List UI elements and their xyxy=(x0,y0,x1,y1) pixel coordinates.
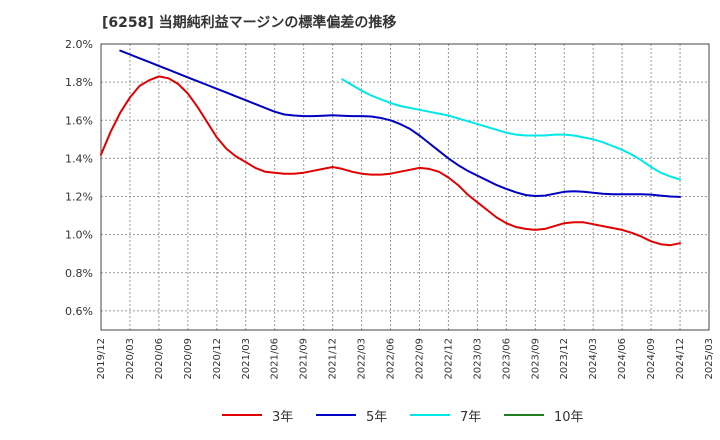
plot-frame xyxy=(100,43,710,331)
series-layer xyxy=(100,49,681,247)
x-tick-label: 2024/09 xyxy=(646,338,657,380)
legend-label: 7年 xyxy=(460,409,482,425)
legend-swatch xyxy=(316,414,356,416)
y-axis: 2.0% 1.8% 1.6% 1.4% 1.2% 1.0% 0.8% 0.6% xyxy=(65,38,93,318)
x-tick-label: 2021/09 xyxy=(299,338,310,380)
legend-item: 5年 xyxy=(316,406,388,425)
y-tick-label: 1.6% xyxy=(65,114,93,127)
x-tick-label: 2020/12 xyxy=(212,338,223,380)
legend-swatch xyxy=(222,414,262,416)
x-tick-label: 2025/03 xyxy=(704,338,715,380)
y-tick-label: 1.4% xyxy=(65,152,93,165)
x-tick-label: 2024/12 xyxy=(675,338,686,380)
x-tick-label: 2020/06 xyxy=(154,338,165,380)
y-tick-label: 0.8% xyxy=(65,267,93,280)
legend-label: 3年 xyxy=(272,409,294,425)
x-tick-label: 2022/09 xyxy=(414,338,425,380)
x-tick-label: 2022/06 xyxy=(386,338,397,380)
x-tick-label: 2019/12 xyxy=(96,338,107,380)
y-tick-label: 0.6% xyxy=(65,305,93,318)
x-tick-label: 2020/09 xyxy=(183,338,194,380)
x-tick-label: 2023/06 xyxy=(501,338,512,380)
legend-label: 10年 xyxy=(554,409,584,425)
legend-item: 7年 xyxy=(410,406,482,425)
x-axis: 2019/12 2020/03 2020/06 2020/09 2020/12 2021/… xyxy=(96,338,715,380)
x-tick-label: 2023/03 xyxy=(472,338,483,380)
y-tick-label: 2.0% xyxy=(65,38,93,51)
y-tick-label: 1.8% xyxy=(65,76,93,89)
x-tick-label: 2024/06 xyxy=(617,338,628,380)
series-line-0 xyxy=(100,75,681,247)
legend-item: 10年 xyxy=(504,406,584,425)
y-tick-label: 1.2% xyxy=(65,191,93,204)
grid-layer xyxy=(101,43,709,330)
x-tick-label: 2021/12 xyxy=(328,338,339,380)
x-tick-label: 2021/06 xyxy=(270,338,281,380)
x-tick-label: 2022/12 xyxy=(443,338,454,380)
x-tick-label: 2023/12 xyxy=(559,338,570,380)
x-tick-label: 2022/03 xyxy=(357,338,368,380)
series-line-2 xyxy=(341,78,681,181)
chart-title: [6258] 当期純利益マージンの標準偏差の推移 xyxy=(102,15,397,31)
legend-item: 3年 xyxy=(222,406,294,425)
legend-label: 5年 xyxy=(366,409,388,425)
x-tick-label: 2023/09 xyxy=(530,338,541,380)
legend: 3年 5年 7年 10年 xyxy=(0,400,720,430)
legend-swatch xyxy=(504,414,544,416)
y-tick-label: 1.0% xyxy=(65,229,93,242)
series-line-1 xyxy=(119,49,681,198)
legend-swatch xyxy=(410,414,450,416)
x-tick-label: 2021/03 xyxy=(241,338,252,380)
chart-plot: 2.0% 1.8% 1.6% 1.4% 1.2% 1.0% 0.8% 0.6% 2019/12… xyxy=(65,38,715,380)
x-tick-label: 2020/03 xyxy=(125,338,136,380)
x-tick-label: 2024/03 xyxy=(588,338,599,380)
